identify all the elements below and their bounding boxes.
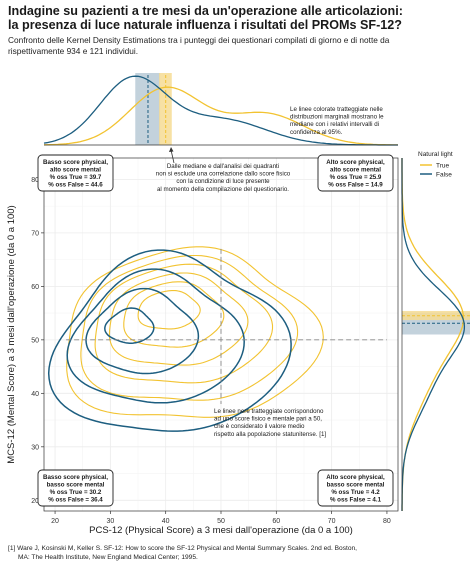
x-tick-label: 30 <box>106 518 114 525</box>
ci-note-line: Le linee colorate tratteggiate nelle <box>290 106 383 113</box>
title-line-1: Indagine su pazienti a tre mesi da un'op… <box>8 4 403 18</box>
y-tick-label: 60 <box>31 284 39 291</box>
x-tick-label: 20 <box>51 518 59 525</box>
quadrant-false-share: % oss False = 36.4 <box>48 497 103 504</box>
quadrant-true-share: % oss True = 4.2 <box>331 489 380 496</box>
threshold-note-line: che è considerato il valore medio <box>214 423 305 430</box>
quadrant-box-bl: Basso score physical,basso score mental%… <box>37 469 114 507</box>
x-tick-label: 50 <box>217 518 225 525</box>
quadrant-label: alto score mental <box>330 167 381 174</box>
contour-true <box>123 281 225 348</box>
contour-true <box>108 272 249 366</box>
ci-note-line: mediane con i relativi intervalli di <box>290 121 379 128</box>
right-marginal-density <box>401 158 470 511</box>
quadrant-frame <box>37 154 114 192</box>
quadrant-note-line: con la condizione di luce presente <box>176 178 270 185</box>
contour-false <box>47 249 292 432</box>
quadrant-false-share: % oss False = 14.9 <box>328 182 383 189</box>
y-tick-label: 50 <box>31 337 39 344</box>
contour-false <box>104 307 155 344</box>
legend-title: Natural light <box>418 151 453 158</box>
quadrant-frame <box>317 154 394 192</box>
threshold-note-line: Le linee nere tratteggiate corrispondono <box>214 408 324 415</box>
x-tick-label: 80 <box>383 518 391 525</box>
quadrant-label: basso score mental <box>47 482 105 489</box>
quadrant-label: alto score mental <box>50 167 101 174</box>
quadrant-false-share: % oss False = 4.1 <box>330 497 382 504</box>
footnote: [1] Ware J, Kosinski M, Keller S. SF-12:… <box>8 545 448 562</box>
threshold-note-line: rispetto alla popolazione statunitense. … <box>214 431 326 438</box>
y-tick-label: 40 <box>31 391 39 398</box>
legend-label-false: False <box>436 171 452 178</box>
quadrant-label: Basso score physical, <box>43 474 108 481</box>
y-tick-label: 70 <box>31 230 39 237</box>
contour-true <box>137 289 201 330</box>
quadrant-frame <box>37 469 114 507</box>
density-right-false <box>401 158 466 511</box>
quadrant-false-share: % oss False = 44.6 <box>48 182 103 189</box>
x-tick-label: 70 <box>328 518 336 525</box>
contour-true <box>80 254 299 401</box>
footnote-line-1: [1] Ware J, Kosinski M, Keller S. SF-12:… <box>8 545 358 552</box>
chart-subtitle: Confronto delle Kernel Density Estimatio… <box>8 35 448 56</box>
note-arrow-head <box>169 147 174 152</box>
ci-note-line: confidenza al 95%. <box>290 129 343 136</box>
subtitle-line-2: rispettivamente 934 e 121 individui. <box>8 45 139 56</box>
quadrant-true-share: % oss True = 25.9 <box>330 174 382 181</box>
note-arrow <box>170 149 175 164</box>
quadrant-box-br: Alto score physical,basso score mental% … <box>317 469 394 507</box>
quadrant-box-tl: Basso score physical,alto score mental% … <box>37 154 114 192</box>
quadrant-note-line: al momento della compilazione del questi… <box>157 186 289 193</box>
y-tick-label: 80 <box>31 177 39 184</box>
grid <box>44 158 398 511</box>
quadrant-label: Alto score physical, <box>326 474 385 481</box>
quadrant-frame <box>317 469 394 507</box>
ci-band-right-true <box>402 310 470 321</box>
axes: 20 30 40 50 60 70 80 20 30 40 50 60 70 80 PCS-12 (Phys… <box>6 177 391 536</box>
legend[interactable]: Natural light True False <box>418 151 453 178</box>
annotations: Le linee colorate tratteggiate nelledist… <box>156 106 384 438</box>
ci-band-false <box>135 73 161 145</box>
y-axis-label: MCS-12 (Mental Score) a 3 mesi dall'oper… <box>6 205 17 463</box>
contour-false <box>66 268 245 404</box>
ci-band-true <box>159 73 172 145</box>
subtitle-line-1: Confronto delle Kernel Density Estimatio… <box>8 35 390 45</box>
quadrant-label: Alto score physical, <box>326 159 385 166</box>
density-top-false <box>43 75 398 146</box>
quadrant-true-share: % oss True = 39.7 <box>50 174 102 181</box>
ci-note-line: distribuzioni marginali mostrano le <box>290 114 384 121</box>
footnote-line-2: MA: The Health Institute, New England Me… <box>18 553 198 561</box>
quadrant-box-tr: Alto score physical,alto score mental% o… <box>317 154 394 192</box>
top-marginal-density <box>43 73 398 146</box>
contour-false <box>85 287 200 375</box>
y-tick-label: 30 <box>31 444 39 451</box>
legend-label-true: True <box>436 162 450 169</box>
quadrant-note-line: non si esclude una correlazione dallo sc… <box>156 171 291 178</box>
quadrant-label: basso score mental <box>327 482 385 489</box>
density-contours <box>47 246 324 432</box>
quadrant-true-share: % oss True = 30.2 <box>50 489 102 496</box>
title-line-2: la presenza di luce naturale influenza i… <box>8 18 403 32</box>
quadrant-boxes: Basso score physical,alto score mental% … <box>37 154 394 507</box>
density-top-true <box>44 86 398 146</box>
x-axis-label: PCS-12 (Physical Score) a 3 mesi dall'op… <box>89 525 353 536</box>
x-tick-label: 60 <box>272 518 280 525</box>
threshold-lines <box>66 248 387 405</box>
quadrant-note-line: Dalle mediane e dall'analisi dei quadran… <box>167 163 279 170</box>
threshold-note-line: ad uno score fisico e mentale pari a 50, <box>214 416 322 423</box>
y-tick-label: 20 <box>31 498 39 505</box>
chart-title: Indagine su pazienti a tre mesi da un'op… <box>8 4 470 32</box>
x-tick-label: 40 <box>162 518 170 525</box>
quadrant-label: Basso score physical, <box>43 159 108 166</box>
